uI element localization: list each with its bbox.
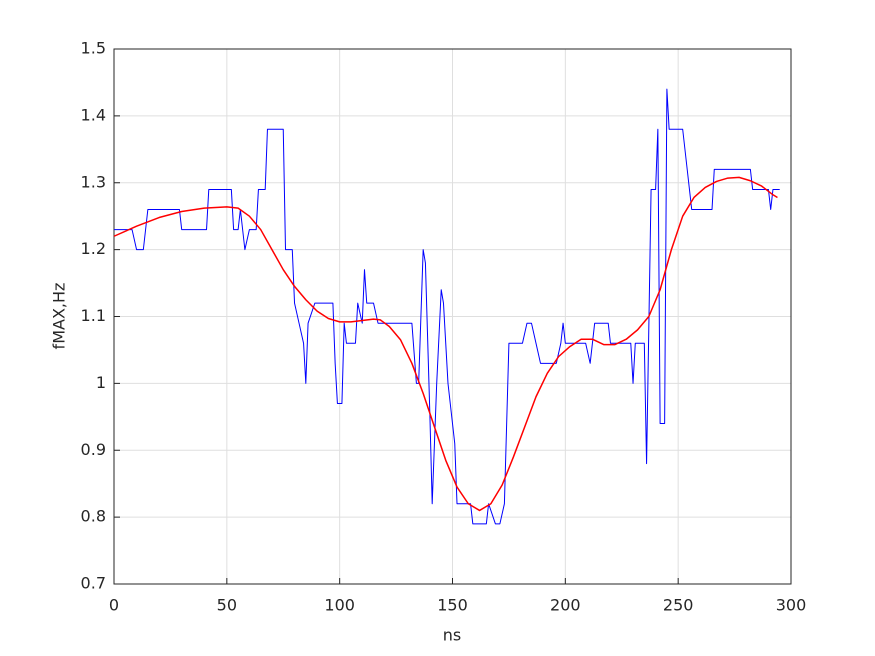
y-tick-label: 0.8 — [81, 507, 106, 526]
y-tick-label: 1.5 — [81, 39, 106, 58]
y-tick-label: 1 — [96, 373, 106, 392]
x-tick-label: 150 — [437, 596, 468, 615]
x-tick-label: 50 — [217, 596, 237, 615]
y-axis-label: fMAX,Hz — [50, 283, 69, 350]
y-tick-label: 0.9 — [81, 440, 106, 459]
y-tick-label: 1.1 — [81, 306, 106, 325]
x-tick-label: 100 — [324, 596, 355, 615]
data-line — [113, 176, 778, 512]
y-tick-label: 0.7 — [81, 574, 106, 593]
y-tick-label: 1.4 — [81, 105, 106, 124]
y-tick-label: 1.2 — [81, 239, 106, 258]
x-tick-label: 200 — [550, 596, 581, 615]
data-line — [114, 88, 780, 525]
x-axis-label: ns — [443, 626, 461, 645]
x-tick-label: 250 — [663, 596, 694, 615]
plot-frame — [113, 48, 792, 585]
x-tick-label: 0 — [109, 596, 119, 615]
x-tick-label: 300 — [776, 596, 807, 615]
y-tick-label: 1.3 — [81, 172, 106, 191]
